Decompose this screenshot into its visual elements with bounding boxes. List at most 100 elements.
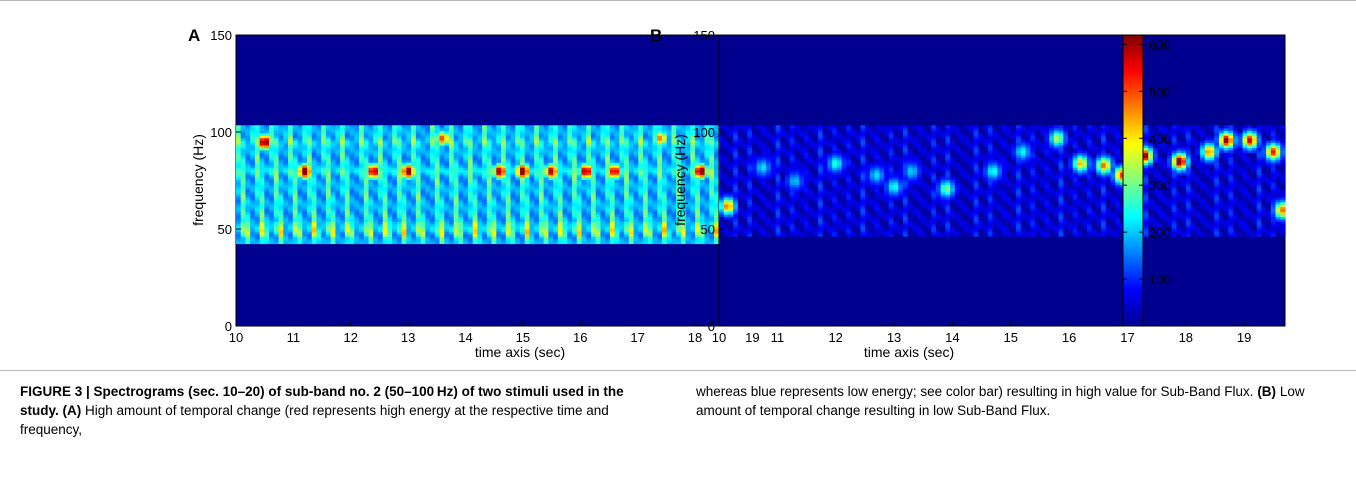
heatmap-cell (595, 135, 602, 139)
heatmap-cell (297, 196, 303, 200)
heatmap-cell (562, 162, 568, 166)
heatmap-cell (250, 189, 256, 193)
heatmap-cell (316, 154, 322, 158)
heatmap-cell (373, 181, 379, 185)
heatmap-cell (406, 149, 412, 153)
heatmap-cell (368, 174, 374, 178)
heatmap-cell (524, 167, 531, 171)
heatmap-cell (430, 159, 436, 163)
heatmap-cell (264, 140, 270, 144)
heatmap-cell (311, 223, 318, 227)
heatmap-cell (524, 196, 531, 200)
heatmap-cell (482, 130, 488, 134)
heatmap-cell (392, 137, 398, 141)
heatmap-cell (605, 199, 611, 203)
heatmap-cell (472, 206, 478, 210)
heatmap-cell (236, 194, 242, 198)
heatmap-cell (652, 176, 658, 181)
heatmap-cell (273, 201, 280, 205)
heatmap-cell (250, 236, 256, 240)
heatmap-cell (264, 209, 270, 213)
heatmap-cell (714, 201, 720, 205)
heatmap-cell (695, 194, 701, 198)
heatmap-cell (576, 179, 583, 183)
heatmap-cell (420, 176, 426, 181)
heatmap-cell (292, 181, 299, 185)
heatmap-cell (278, 226, 284, 230)
heatmap-cell (534, 157, 540, 161)
heatmap-cell (264, 137, 270, 141)
heatmap-cell (572, 206, 578, 210)
heatmap-cell (236, 231, 242, 235)
heatmap-cell (373, 186, 379, 190)
heatmap-cell (600, 167, 606, 171)
heatmap-cell (359, 184, 365, 188)
heatmap-cell (505, 167, 512, 171)
heatmap-cell (245, 218, 251, 222)
heatmap-cell (520, 176, 526, 181)
heatmap-cell (534, 130, 540, 134)
heatmap-cell (349, 191, 355, 195)
heatmap-cell (714, 226, 720, 230)
heatmap-cell (496, 132, 502, 136)
heatmap-cell (628, 132, 635, 136)
heatmap-cell (614, 189, 620, 193)
heatmap-cell (586, 201, 592, 205)
heatmap-cell (505, 191, 512, 195)
heatmap-cell (359, 132, 365, 136)
heatmap-cell (553, 233, 559, 237)
heatmap-cell (652, 221, 658, 225)
heatmap-cell (458, 211, 464, 215)
heatmap-cell (463, 130, 469, 134)
heatmap-cell (591, 147, 597, 151)
heatmap-cell (576, 132, 583, 136)
heatmap-cell (392, 196, 398, 200)
heatmap-cell (401, 181, 407, 185)
heatmap-cell (557, 228, 564, 232)
heatmap-cell (662, 132, 668, 136)
heatmap-cell (657, 137, 663, 141)
heatmap-cell (449, 135, 455, 139)
heatmap-cell (714, 140, 720, 144)
heatmap-cell (340, 154, 346, 158)
heatmap-cell (496, 184, 502, 188)
heatmap-cell (548, 125, 554, 129)
heatmap-cell (690, 137, 696, 141)
heatmap-cell (401, 196, 407, 200)
heatmap-cell (430, 238, 436, 242)
heatmap-cell (259, 179, 265, 183)
heatmap-cell (425, 206, 431, 210)
heatmap-cell (311, 216, 318, 220)
heatmap-cell (396, 164, 403, 168)
heatmap-cell (411, 162, 417, 166)
heatmap-cell (373, 137, 379, 141)
heatmap-cell (562, 201, 568, 205)
heatmap-cell (576, 181, 583, 185)
heatmap-cell (387, 199, 393, 203)
heatmap-cell (600, 130, 606, 134)
heatmap-cell (605, 213, 611, 217)
heatmap-cell (415, 130, 422, 134)
heatmap-cell (543, 181, 549, 185)
heatmap-cell (633, 144, 639, 149)
heatmap-cell (666, 154, 673, 158)
heatmap-cell (695, 241, 701, 245)
heatmap-cell (430, 152, 436, 156)
heatmap-cell (240, 157, 247, 161)
heatmap-cell (344, 218, 351, 222)
heatmap-cell (392, 206, 398, 210)
heatmap-cell (482, 157, 488, 161)
heatmap-cell (254, 228, 261, 232)
heatmap-cell (396, 169, 403, 173)
heatmap-cell (562, 233, 568, 237)
heatmap-cell (292, 140, 299, 144)
heatmap-cell (359, 172, 365, 176)
heatmap-cell (548, 137, 554, 141)
heatmap-cell (316, 169, 322, 173)
heatmap-cell (250, 238, 256, 242)
heatmap-cell (406, 216, 412, 220)
heatmap-cell (392, 125, 398, 129)
heatmap-cell (529, 154, 535, 158)
heatmap-cell (434, 127, 441, 131)
heatmap-cell (344, 213, 351, 217)
